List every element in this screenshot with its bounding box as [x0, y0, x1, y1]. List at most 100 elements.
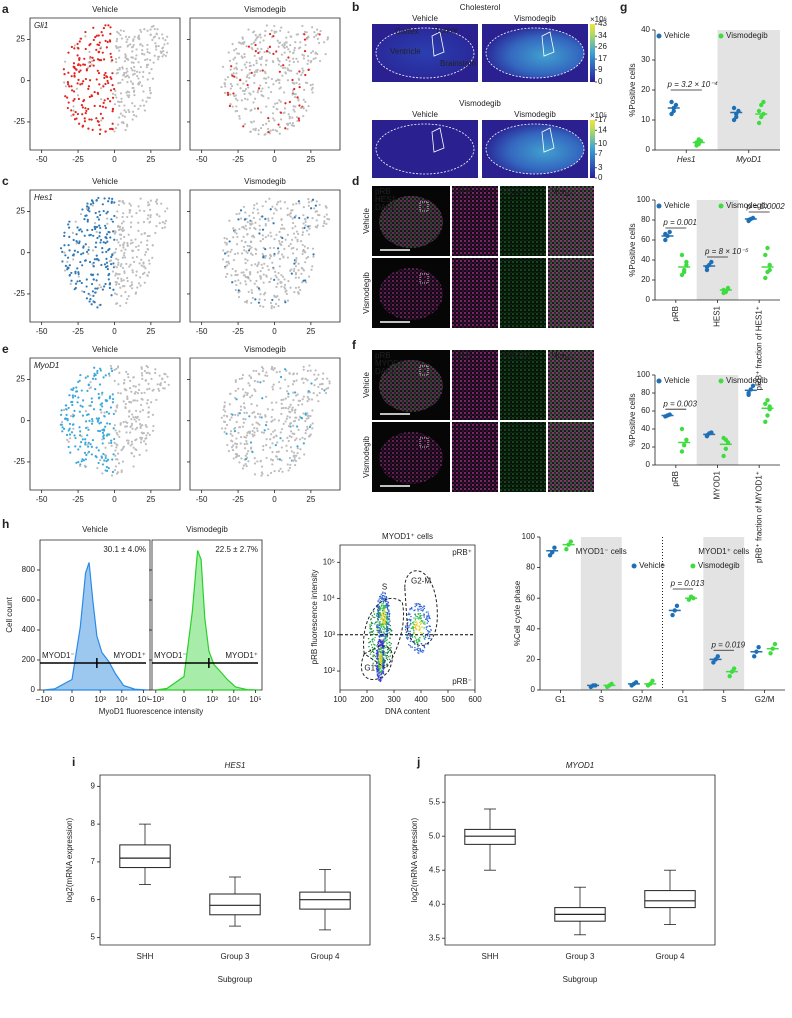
x-tick-label: 0 — [112, 495, 117, 504]
cell — [269, 246, 272, 250]
cell — [267, 428, 270, 431]
event — [377, 644, 380, 647]
cell — [163, 372, 166, 375]
cell — [127, 415, 131, 418]
cell — [113, 424, 116, 427]
event — [388, 658, 391, 661]
x-tick-label: -50 — [196, 155, 208, 164]
event — [413, 632, 416, 634]
cell — [311, 247, 315, 250]
cell — [124, 248, 127, 251]
cell — [296, 119, 299, 123]
event — [408, 612, 410, 614]
cell — [253, 411, 256, 414]
cell — [244, 88, 248, 91]
dot — [752, 654, 757, 659]
cell — [258, 373, 261, 376]
cell — [140, 366, 143, 369]
y-tick-label: 25 — [16, 35, 25, 44]
cell — [238, 461, 241, 464]
cell — [62, 68, 65, 71]
cell — [68, 394, 71, 397]
event — [416, 641, 418, 643]
cell — [247, 86, 250, 89]
cell — [152, 36, 155, 39]
cell — [267, 217, 270, 220]
cell — [288, 466, 292, 470]
cell — [100, 402, 104, 405]
event — [426, 622, 428, 624]
cell — [296, 451, 299, 455]
cell — [94, 291, 97, 294]
event — [376, 670, 378, 673]
cell — [136, 36, 140, 39]
event — [384, 635, 386, 638]
cell — [67, 429, 70, 432]
cell — [283, 111, 286, 114]
cell — [140, 438, 143, 441]
cell — [131, 56, 134, 59]
x-tick-label: 200 — [360, 695, 374, 704]
cell — [249, 109, 252, 112]
cell — [97, 429, 100, 433]
cell — [82, 399, 85, 402]
cell — [245, 228, 248, 231]
cell — [143, 271, 146, 274]
event — [378, 623, 380, 625]
cell — [105, 410, 109, 414]
cell — [89, 386, 93, 389]
event — [427, 611, 429, 613]
cell — [297, 117, 300, 120]
cell — [292, 57, 295, 60]
event — [417, 645, 419, 648]
cell — [96, 306, 99, 309]
cell — [158, 374, 161, 377]
cell — [117, 263, 120, 266]
cell — [279, 437, 282, 440]
cell — [124, 290, 127, 294]
cell — [154, 200, 158, 203]
cell — [305, 81, 309, 85]
cell — [318, 59, 322, 63]
cell — [266, 408, 269, 411]
cell — [230, 439, 233, 442]
cell — [265, 456, 268, 460]
cell — [103, 415, 106, 418]
event — [407, 636, 409, 639]
cell — [143, 109, 147, 112]
event — [381, 678, 383, 680]
event — [385, 652, 387, 654]
cell — [297, 276, 300, 279]
event — [380, 646, 382, 648]
dot — [684, 262, 689, 268]
cell — [297, 403, 300, 407]
cell — [292, 424, 295, 427]
cell — [148, 208, 152, 211]
cell — [111, 92, 115, 95]
cell — [246, 232, 249, 236]
event — [415, 629, 417, 631]
cell — [224, 427, 227, 430]
cell — [112, 453, 115, 456]
cell — [60, 409, 63, 412]
cell — [274, 102, 277, 105]
p-value: p = 0.013 — [670, 579, 705, 588]
cell — [118, 199, 121, 203]
cell — [99, 213, 102, 217]
cell — [309, 369, 312, 372]
cell — [140, 84, 143, 87]
event — [418, 616, 420, 619]
cell — [252, 216, 255, 220]
cell — [103, 285, 106, 288]
cell-cloud — [220, 24, 330, 136]
cell — [223, 414, 226, 417]
cell — [226, 91, 229, 94]
cell — [110, 367, 113, 370]
cell — [254, 50, 257, 53]
cell — [234, 97, 238, 100]
cell — [244, 224, 247, 227]
cell — [302, 69, 305, 72]
cell — [166, 207, 169, 210]
cell — [224, 241, 227, 244]
cell — [68, 235, 71, 238]
